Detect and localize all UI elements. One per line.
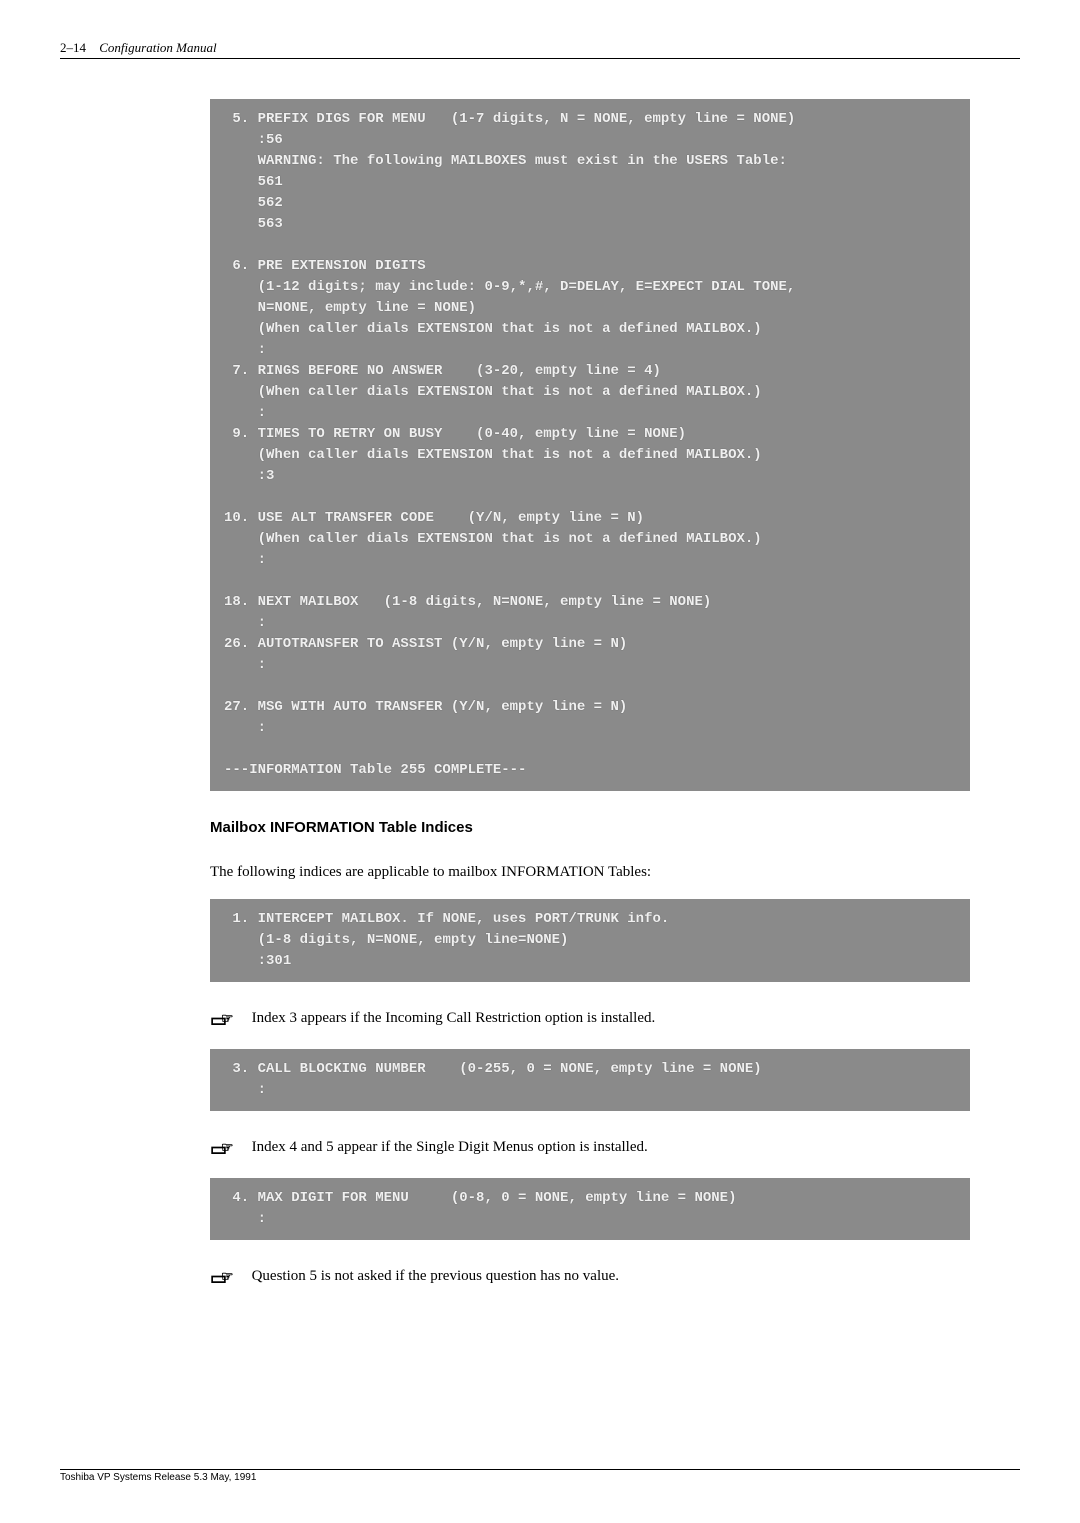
note-row-2: Index 4 and 5 appear if the Single Digit… xyxy=(210,1139,970,1160)
pointer-icon xyxy=(210,1139,230,1160)
note-text-1: Index 3 appears if the Incoming Call Res… xyxy=(252,1010,656,1027)
terminal-block-2: 1. INTERCEPT MAILBOX. If NONE, uses PORT… xyxy=(210,899,970,982)
note-text-3: Question 5 is not asked if the previous … xyxy=(252,1268,619,1285)
page-number: 2–14 xyxy=(60,40,86,55)
terminal-block-4: 4. MAX DIGIT FOR MENU (0-8, 0 = NONE, em… xyxy=(210,1178,970,1240)
section-heading: Mailbox INFORMATION Table Indices xyxy=(210,819,1020,836)
note-row-1: Index 3 appears if the Incoming Call Res… xyxy=(210,1010,970,1031)
intro-paragraph: The following indices are applicable to … xyxy=(210,864,970,881)
terminal-block-1: 5. PREFIX DIGS FOR MENU (1-7 digits, N =… xyxy=(210,99,970,791)
note-text-2: Index 4 and 5 appear if the Single Digit… xyxy=(252,1139,648,1156)
pointer-icon xyxy=(210,1268,230,1289)
page-header: 2–14 Configuration Manual xyxy=(60,40,1020,59)
terminal-block-3: 3. CALL BLOCKING NUMBER (0-255, 0 = NONE… xyxy=(210,1049,970,1111)
note-row-3: Question 5 is not asked if the previous … xyxy=(210,1268,970,1289)
page-footer: Toshiba VP Systems Release 5.3 May, 1991 xyxy=(60,1469,1020,1483)
manual-title: Configuration Manual xyxy=(99,40,216,55)
pointer-icon xyxy=(210,1010,230,1031)
